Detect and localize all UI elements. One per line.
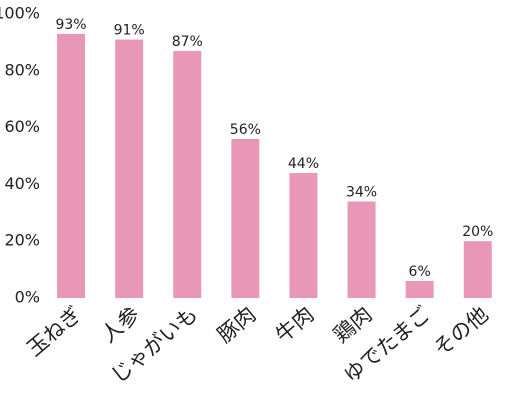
y-tick-label: 0% bbox=[15, 288, 40, 307]
x-tick-label: 牛肉 bbox=[271, 302, 319, 347]
value-label: 56% bbox=[230, 122, 261, 138]
bar bbox=[57, 33, 86, 298]
value-label: 87% bbox=[172, 34, 203, 50]
value-label: 91% bbox=[114, 23, 145, 39]
bar bbox=[289, 173, 318, 298]
value-label: 44% bbox=[288, 156, 319, 172]
bar bbox=[115, 39, 144, 299]
bar bbox=[231, 138, 260, 298]
value-label: 6% bbox=[409, 264, 431, 280]
x-tick-label: 鶏肉 bbox=[329, 302, 377, 347]
bar bbox=[347, 201, 376, 298]
x-tick-label: 玉ねぎ bbox=[22, 302, 86, 361]
x-tick-label: 人参 bbox=[97, 302, 145, 347]
x-tick-label: 豚肉 bbox=[213, 302, 261, 347]
bar bbox=[405, 280, 434, 298]
bar bbox=[173, 50, 202, 298]
value-label: 20% bbox=[462, 224, 493, 240]
y-tick-label: 100% bbox=[0, 4, 40, 23]
y-tick-label: 60% bbox=[4, 117, 40, 136]
y-tick-label: 20% bbox=[4, 231, 40, 250]
x-tick-label: その他 bbox=[429, 302, 493, 361]
value-label: 34% bbox=[346, 184, 377, 200]
value-label: 93% bbox=[55, 17, 86, 33]
y-tick-label: 40% bbox=[4, 174, 40, 193]
bar bbox=[463, 241, 492, 298]
y-tick-label: 80% bbox=[4, 60, 40, 79]
